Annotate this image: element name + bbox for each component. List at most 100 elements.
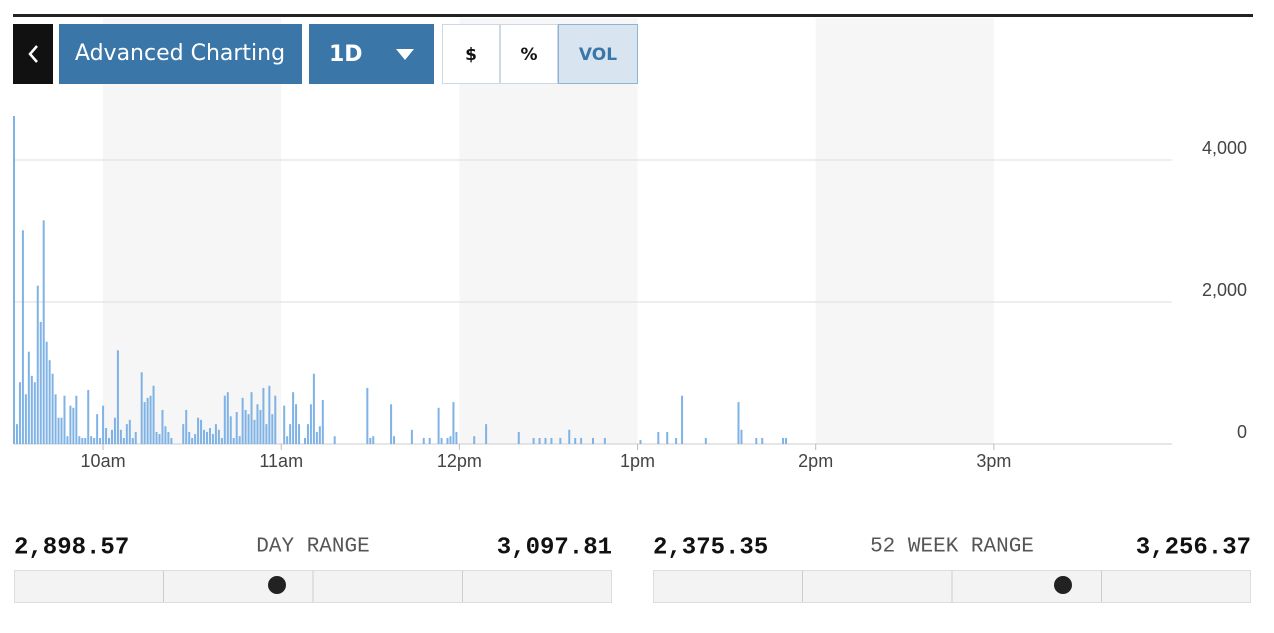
volume-bar — [262, 387, 265, 444]
volume-bar — [72, 407, 75, 444]
volume-bar — [149, 395, 152, 444]
mode-label: VOL — [579, 45, 617, 65]
y-tick-label: 4,000 — [1202, 138, 1247, 158]
volume-bar — [155, 431, 158, 444]
volume-bar — [235, 412, 238, 444]
advanced-charting-button[interactable] — [59, 24, 302, 84]
volume-bar — [306, 424, 309, 444]
session-bands — [103, 18, 994, 444]
mode-button[interactable] — [558, 24, 638, 84]
volume-bar — [105, 428, 108, 444]
volume-bar — [298, 424, 301, 444]
volume-bar — [45, 341, 48, 444]
period-dropdown[interactable] — [309, 24, 434, 84]
volume-bar — [220, 437, 223, 444]
ranges: 2,898.57 DAY RANGE 3,097.81 2,375.35 52 WEEK… — [14, 534, 1251, 603]
volume-bar — [75, 395, 78, 444]
volume-bar — [241, 397, 244, 444]
volume-bar — [57, 417, 60, 444]
volume-bar — [315, 431, 318, 444]
button-label: Advanced Charting — [75, 41, 285, 66]
range-marker — [1054, 576, 1072, 594]
back-button-bg[interactable] — [13, 24, 53, 84]
volume-bar — [268, 385, 271, 444]
range-marker — [268, 576, 286, 594]
volume-bar — [271, 414, 274, 444]
x-tick-label: 2pm — [798, 451, 833, 471]
volume-bar — [437, 407, 440, 444]
volume-bar — [21, 230, 24, 444]
volume-bar — [550, 437, 553, 444]
volume-bar — [639, 440, 642, 444]
y-tick-label: 0 — [1237, 422, 1247, 442]
volume-bar — [60, 417, 63, 444]
volume-bar — [675, 437, 678, 444]
volume-bar — [559, 437, 562, 444]
volume-bar — [93, 437, 96, 444]
volume-bar — [108, 437, 111, 444]
volume-bar — [211, 434, 214, 444]
volume-bar — [161, 409, 164, 444]
volume-bar — [48, 360, 51, 444]
volume-bar — [90, 436, 93, 444]
volume-bar — [259, 409, 262, 444]
volume-bar — [96, 414, 99, 444]
volume-bar — [119, 429, 122, 444]
volume-bar — [544, 437, 547, 444]
volume-bar — [333, 436, 336, 444]
volume-bar — [69, 405, 72, 444]
volume-bar — [36, 285, 39, 444]
mode-button[interactable] — [500, 24, 558, 84]
mode-button[interactable] — [442, 24, 500, 84]
volume-bar — [134, 431, 137, 444]
volume-bar — [110, 429, 113, 444]
volume-bar — [390, 404, 393, 444]
volume-bar — [13, 115, 15, 444]
volume-bar — [87, 390, 90, 444]
mode-toggle: $% VOL — [442, 24, 638, 84]
back-button[interactable] — [13, 24, 53, 84]
volume-bar — [244, 409, 247, 444]
volume-bar — [84, 437, 87, 444]
volume-bar — [229, 416, 232, 444]
x-tick-label: 11am — [259, 451, 303, 471]
volume-bar — [206, 431, 208, 444]
volume-bar — [312, 373, 315, 444]
volume-bar — [603, 437, 606, 444]
volume-bar — [131, 437, 134, 444]
volume-bar — [253, 419, 256, 444]
volume-bar — [18, 382, 21, 444]
volume-bar — [42, 220, 45, 444]
volume-bar — [422, 437, 425, 444]
period-label: 1D — [329, 42, 363, 67]
x-tick-label: 1pm — [620, 451, 655, 471]
volume-bar — [761, 437, 764, 444]
volume-bar — [51, 373, 54, 444]
volume-bar — [185, 409, 188, 444]
volume-bar — [283, 405, 286, 444]
volume-bar — [274, 395, 277, 444]
volume-bar — [666, 431, 669, 444]
volume-bar — [318, 426, 321, 444]
volume-bar — [99, 437, 102, 444]
volume-bar — [197, 417, 200, 444]
volume-bar — [473, 436, 476, 444]
volume-bar — [592, 437, 594, 444]
volume-bar — [223, 395, 226, 444]
x-tick-label: 12pm — [437, 451, 482, 471]
volume-bar — [265, 424, 268, 444]
volume-bar — [24, 394, 27, 444]
volume-bar — [393, 436, 396, 444]
volume-bar — [116, 350, 119, 444]
volume-bar — [369, 437, 372, 444]
volume-bar — [217, 429, 220, 444]
volume-bar — [15, 424, 18, 444]
volume-bar — [740, 429, 743, 444]
session-band — [815, 18, 994, 444]
range-high: 3,097.81 — [497, 534, 612, 561]
volume-bar — [54, 394, 57, 444]
volume-bar — [102, 405, 105, 444]
volume-bar — [238, 436, 241, 444]
volume-bar — [143, 402, 146, 444]
